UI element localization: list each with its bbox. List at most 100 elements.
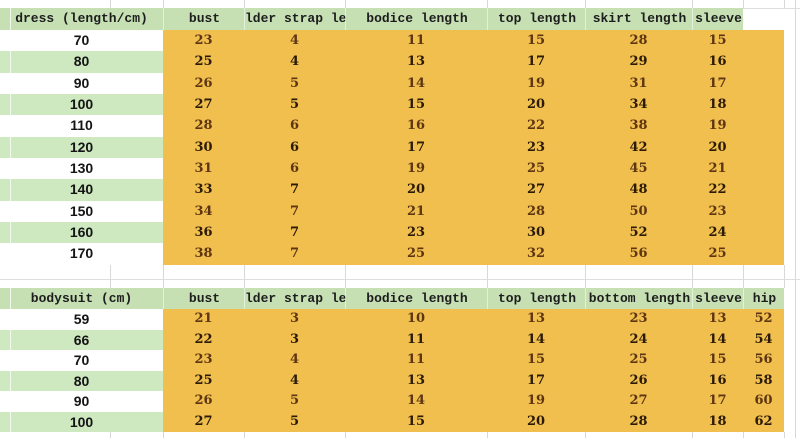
size-cell: 15 — [406, 413, 426, 429]
size-cell: 10 — [406, 311, 426, 326]
size-cell: 52 — [629, 224, 648, 240]
grid-column-line — [163, 0, 164, 8]
table-row-stripe — [0, 243, 163, 265]
size-cell: 25 — [194, 372, 213, 388]
size-cell: 16 — [708, 372, 727, 388]
size-cell: 5 — [289, 413, 300, 429]
grid-column-line — [244, 432, 245, 438]
size-cell: 20 — [526, 96, 546, 112]
size-cell: 19 — [526, 75, 546, 91]
size-cell: 33 — [194, 182, 213, 198]
bodysuit-row-label-100: 100 — [69, 413, 94, 430]
table-row-stripe — [0, 411, 163, 432]
bodysuit-data-area — [163, 309, 784, 432]
grid-column-line — [110, 264, 111, 288]
size-cell: 25 — [629, 352, 648, 367]
size-cell: 18 — [708, 413, 727, 429]
grid-column-line — [244, 0, 245, 8]
grid-column-line — [784, 432, 785, 438]
dress-row-label-90: 90 — [73, 74, 90, 91]
size-cell: 22 — [194, 331, 213, 347]
table-row-stripe — [0, 221, 163, 244]
bodysuit-row-label-70: 70 — [73, 352, 90, 368]
size-cell: 23 — [194, 33, 213, 48]
grid-column-line — [163, 432, 164, 438]
table-row-stripe — [0, 309, 163, 330]
dress-row-label-100: 100 — [69, 95, 94, 112]
grid-column-line — [585, 0, 586, 8]
bodysuit-row-label-90: 90 — [73, 393, 90, 409]
grid-column-line — [585, 432, 586, 438]
table-row-stripe — [0, 370, 163, 391]
size-cell: 6 — [289, 160, 300, 176]
size-cell: 23 — [406, 224, 426, 240]
column-header-lder-strap-le: lder strap le — [244, 288, 346, 309]
size-cell: 21 — [406, 203, 426, 219]
size-cell: 38 — [629, 118, 648, 134]
grid-column-line — [487, 432, 488, 438]
size-cell: 28 — [629, 33, 648, 48]
dress-row-label-130: 130 — [69, 159, 94, 176]
size-cell: 26 — [629, 372, 648, 388]
size-cell: 42 — [629, 139, 648, 155]
size-cell: 30 — [526, 224, 546, 240]
dress-row-label-70: 70 — [73, 32, 90, 48]
table-row-stripe — [0, 157, 163, 180]
size-cell: 31 — [629, 75, 648, 91]
column-header-top-length: top length — [487, 288, 586, 309]
grid-column-line — [244, 264, 245, 288]
size-cell: 13 — [708, 311, 727, 326]
size-cell: 4 — [289, 33, 300, 48]
size-cell: 17 — [708, 393, 727, 408]
size-cell: 7 — [289, 203, 300, 219]
grid-column-line — [163, 264, 164, 288]
size-cell: 27 — [194, 96, 213, 112]
size-cell: 27 — [526, 182, 546, 198]
size-cell: 6 — [289, 139, 300, 155]
size-cell: 52 — [754, 311, 773, 326]
dress-table-title: dress (length/cm) — [15, 11, 148, 26]
table-row-stripe — [0, 51, 163, 73]
size-cell: 20 — [708, 139, 727, 155]
grid-column-line — [795, 0, 796, 438]
size-cell: 56 — [754, 352, 773, 367]
dress-row-label-170: 170 — [69, 245, 94, 262]
dress-row-label-80: 80 — [73, 53, 90, 70]
size-cell: 14 — [406, 393, 426, 408]
size-cell: 27 — [194, 413, 213, 429]
bodysuit-row-label-59: 59 — [73, 311, 90, 327]
table-row-stripe — [0, 179, 163, 201]
grid-column-line — [784, 264, 785, 288]
size-cell: 7 — [289, 246, 300, 262]
size-cell: 54 — [754, 331, 773, 347]
size-cell: 23 — [629, 311, 648, 326]
table-row-stripe — [0, 30, 163, 52]
column-header-bodice-length: bodice length — [345, 288, 488, 309]
bodysuit-row-label-80: 80 — [73, 372, 90, 389]
size-cell: 28 — [194, 118, 213, 134]
grid-column-line — [692, 0, 693, 8]
label-column-inner-gridline — [10, 8, 11, 265]
size-cell: 17 — [526, 54, 546, 70]
column-header-bust: bust — [163, 288, 245, 309]
size-cell: 50 — [629, 203, 648, 219]
size-cell: 5 — [289, 75, 300, 91]
column-header-bodice-length: bodice length — [345, 8, 488, 30]
size-cell: 34 — [194, 203, 213, 219]
size-cell: 19 — [708, 118, 727, 134]
size-cell: 23 — [708, 203, 727, 219]
grid-row-line — [743, 8, 800, 9]
grid-column-line — [345, 432, 346, 438]
dress-data-area — [163, 30, 784, 265]
size-cell: 23 — [194, 352, 213, 367]
size-cell: 60 — [754, 393, 773, 408]
size-cell: 15 — [526, 352, 546, 367]
size-cell: 13 — [526, 311, 546, 326]
bodysuit-row-label-66: 66 — [73, 331, 90, 348]
table-row-stripe — [0, 329, 163, 350]
bodysuit-table-header — [0, 288, 784, 309]
size-cell: 22 — [708, 182, 727, 198]
size-cell: 15 — [406, 96, 426, 112]
size-cell: 21 — [194, 311, 213, 326]
